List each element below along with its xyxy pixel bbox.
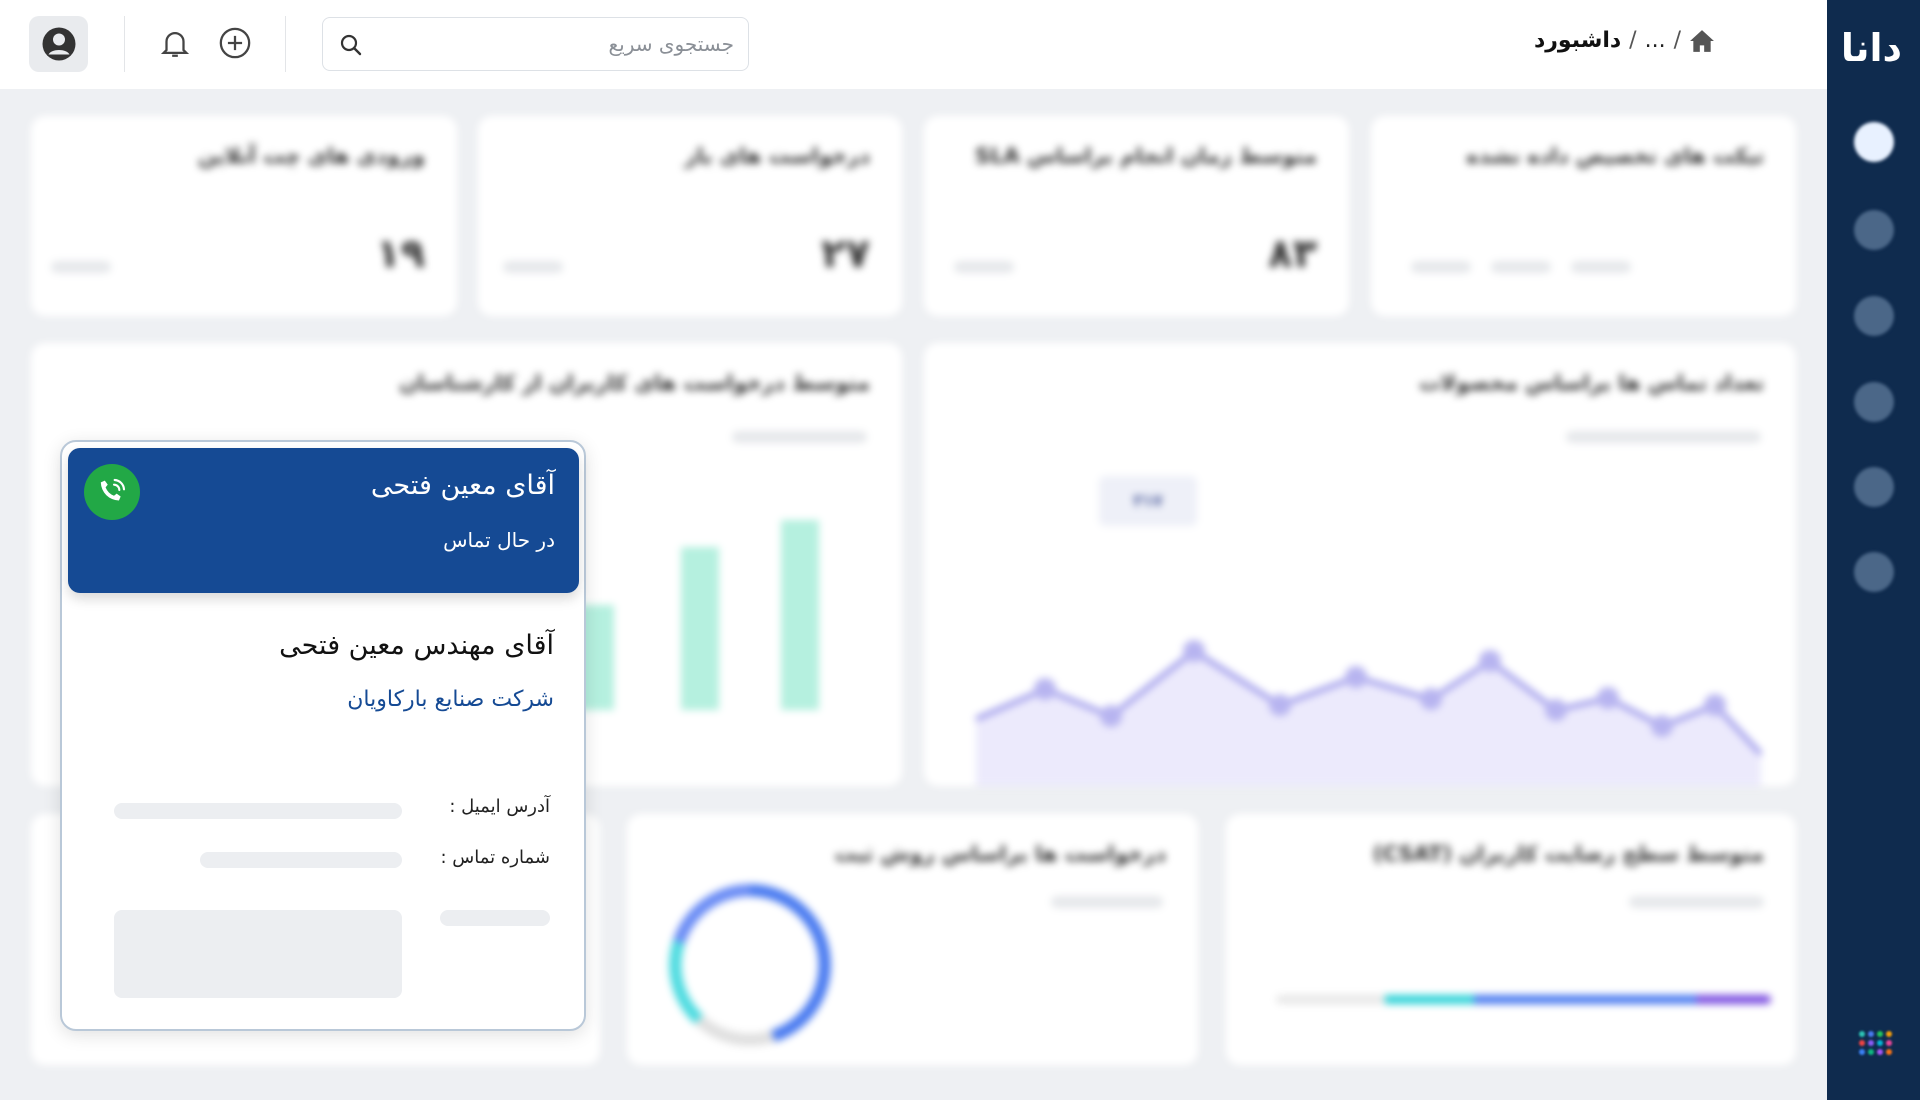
stat-title: ورودی های چت آنلاین <box>197 144 425 168</box>
grid-dot <box>1886 1031 1892 1037</box>
csat-bar <box>1276 995 1771 1004</box>
sidebar-item[interactable] <box>1854 467 1894 507</box>
contact-full-name: آقای مهندس معین فتحی <box>279 630 554 661</box>
phone-ringing-icon <box>100 478 126 501</box>
sidebar-item[interactable] <box>1854 382 1894 422</box>
grid-dot <box>1868 1049 1874 1055</box>
divider <box>124 16 125 72</box>
grid-dot <box>1868 1040 1874 1046</box>
grid-dot <box>1877 1049 1883 1055</box>
stat-card-sla[interactable]: متوسط زمان انجام براساس SLA ۸۳ <box>924 116 1349 316</box>
bar <box>681 547 719 710</box>
stat-title: متوسط زمان انجام براساس SLA <box>975 144 1317 168</box>
by-channel-card: درخواست ها براساس روش ثبت <box>627 814 1198 1065</box>
chart-title: متوسط درخواست های کاربران از کارشناسان <box>399 371 870 395</box>
sidebar-item[interactable] <box>1854 296 1894 336</box>
grid-dot <box>1877 1040 1883 1046</box>
line-point <box>1420 688 1442 710</box>
csat-card: متوسط سطح رضایت کاربران (CSAT) <box>1226 814 1796 1065</box>
grid-dot <box>1886 1049 1892 1055</box>
call-button[interactable] <box>84 464 140 520</box>
line-point <box>1100 705 1122 727</box>
chart-title: درخواست ها براساس روش ثبت <box>834 842 1166 866</box>
grid-dot <box>1859 1049 1865 1055</box>
line-point <box>1597 687 1619 709</box>
user-icon <box>42 27 75 61</box>
line-point <box>1034 678 1056 700</box>
stat-title: درخواست های باز <box>684 144 870 168</box>
line-area <box>976 651 1761 786</box>
line-chart <box>975 640 1763 786</box>
line-point <box>1479 650 1501 672</box>
grid-dot <box>1859 1040 1865 1046</box>
line-point <box>1704 694 1726 716</box>
stat-card-chat[interactable]: ورودی های چت آنلاین ۱۹ <box>31 116 457 316</box>
apps-grid-icon[interactable] <box>1859 1031 1892 1055</box>
sidebar-item[interactable] <box>1854 210 1894 250</box>
breadcrumb-current: داشبورد <box>1533 28 1622 53</box>
line-point <box>1183 640 1205 662</box>
logo[interactable]: دانا <box>1840 26 1904 70</box>
email-placeholder <box>114 803 402 819</box>
call-status: در حال تماس <box>443 528 555 552</box>
caller-name: آقای معین فتحی <box>370 470 555 501</box>
chart-title: متوسط سطح رضایت کاربران (CSAT) <box>1372 842 1764 866</box>
quick-search[interactable] <box>322 17 749 71</box>
grid-dot <box>1877 1031 1883 1037</box>
divider <box>285 16 286 72</box>
chart-title: تعداد تماس ها براساس محصولات <box>1419 371 1764 395</box>
stat-card-open-requests[interactable]: درخواست های باز ۲۷ <box>478 116 902 316</box>
sidebar-item[interactable] <box>1854 552 1894 592</box>
line-point <box>1269 694 1291 716</box>
donut-chart <box>669 884 831 1046</box>
phone-label: شماره تماس : <box>440 847 550 868</box>
search-input[interactable] <box>394 28 734 60</box>
home-icon[interactable] <box>1689 29 1715 53</box>
bell-icon[interactable] <box>158 26 192 60</box>
calls-by-product-card: تعداد تماس ها براساس محصولات ۳۱۷ <box>924 343 1796 786</box>
line-point <box>1651 715 1673 737</box>
bar <box>781 520 819 710</box>
line-point <box>1545 699 1567 721</box>
breadcrumb-ellipsis[interactable]: ... <box>1644 28 1666 53</box>
placeholder-block <box>114 910 402 998</box>
placeholder-line <box>440 910 550 926</box>
grid-dot <box>1868 1031 1874 1037</box>
stat-card-unassigned[interactable]: تیکت های تخصیص داده نشده <box>1371 116 1796 316</box>
email-label: آدرس ایمیل : <box>449 796 550 817</box>
user-avatar[interactable] <box>29 16 88 72</box>
line-point <box>1345 666 1367 688</box>
company-link[interactable]: شرکت صنایع بارکاویان <box>347 687 554 712</box>
stat-title: تیکت های تخصیص داده نشده <box>1466 144 1764 168</box>
breadcrumb: / ... / داشبورد <box>1534 28 1715 53</box>
incoming-call-popup: آقای معین فتحی در حال تماس آقای مهندس مع… <box>60 440 586 1031</box>
stat-value: ۲۷ <box>821 231 870 277</box>
sidebar: دانا <box>1827 0 1920 1100</box>
chart-tooltip: ۳۱۷ <box>1099 476 1197 526</box>
top-header: / ... / داشبورد <box>0 0 1827 89</box>
search-icon[interactable] <box>339 33 363 57</box>
add-icon[interactable] <box>218 26 252 60</box>
grid-dot <box>1859 1031 1865 1037</box>
sidebar-item[interactable] <box>1854 122 1894 162</box>
stat-value: ۸۳ <box>1268 231 1317 277</box>
call-popup-header: آقای معین فتحی در حال تماس <box>68 448 579 593</box>
stat-value: ۱۹ <box>376 231 425 277</box>
phone-placeholder <box>200 852 402 868</box>
grid-dot <box>1886 1040 1892 1046</box>
